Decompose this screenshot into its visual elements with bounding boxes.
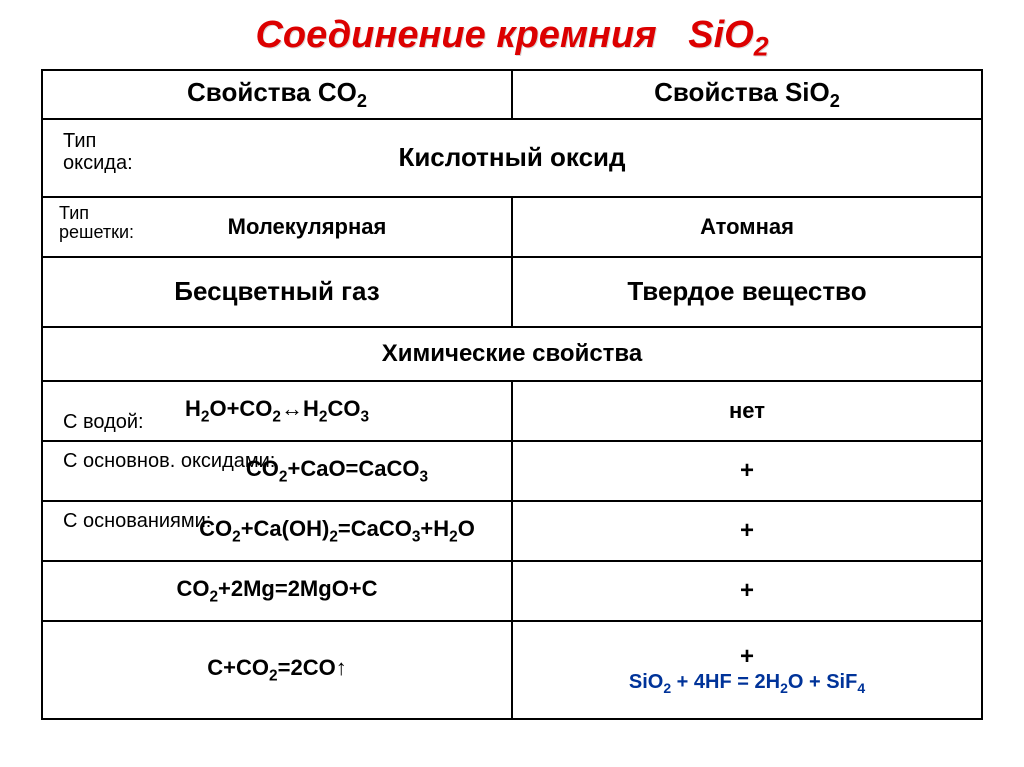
water-label: С водой: bbox=[49, 411, 144, 434]
bases-label: С основаниями: bbox=[49, 510, 211, 533]
row-bases: С основаниями: CO2+Ca(OH)2=CaCO3+H2O + bbox=[42, 501, 982, 561]
chem-header: Химические свойства bbox=[42, 327, 982, 381]
row-basic-oxides: С основнов. оксидами: CO2+CaO=CaCO3 + bbox=[42, 441, 982, 501]
water-eq: H2O+CO2↔H2CO3 bbox=[185, 396, 369, 421]
mg-eq: CO2+2Mg=2MgO+C bbox=[176, 576, 377, 601]
co-right-plus: + bbox=[523, 643, 971, 671]
state-right: Твердое вещество bbox=[512, 257, 982, 327]
mg-right: + bbox=[512, 561, 982, 621]
comparison-table: Свойства CO2 Свойства SiO2 Типоксида: Ки… bbox=[41, 69, 983, 720]
header-left: Свойства CO2 bbox=[42, 70, 512, 119]
row-chem-header: Химические свойства bbox=[42, 327, 982, 381]
row-lattice: Типрешетки: Молекулярная Атомная bbox=[42, 197, 982, 257]
lattice-label: Типрешетки: bbox=[51, 200, 142, 246]
row-state: Бесцветный газ Твердое вещество bbox=[42, 257, 982, 327]
table-header-row: Свойства CO2 Свойства SiO2 bbox=[42, 70, 982, 119]
oxide-type-label: Типоксида: bbox=[55, 126, 141, 178]
sio2-hf-eq: SiO2 + 4HF = 2H2O + SiF4 bbox=[523, 671, 971, 696]
basic-ox-label: С основнов. оксидами: bbox=[49, 450, 275, 473]
title-text: Соединение кремния bbox=[255, 14, 656, 56]
slide: Соединение кремния SiO2 Свойства CO2 Сво… bbox=[0, 0, 1024, 767]
water-right: нет bbox=[512, 381, 982, 441]
co-right: + SiO2 + 4HF = 2H2O + SiF4 bbox=[512, 621, 982, 719]
co-eq: C+CO2=2CO↑ bbox=[207, 655, 346, 680]
slide-title: Соединение кремния SiO2 bbox=[0, 0, 1024, 69]
row-water: С водой: H2O+CO2↔H2CO3 нет bbox=[42, 381, 982, 441]
row-mg: CO2+2Mg=2MgO+C + bbox=[42, 561, 982, 621]
bases-eq: CO2+Ca(OH)2=CaCO3+H2O bbox=[199, 516, 475, 541]
oxide-type-value: Кислотный оксид bbox=[53, 142, 971, 173]
basic-ox-right: + bbox=[512, 441, 982, 501]
lattice-left: Молекулярная bbox=[228, 214, 387, 239]
title-formula: SiO2 bbox=[688, 14, 768, 56]
state-left: Бесцветный газ bbox=[42, 257, 512, 327]
row-co: C+CO2=2CO↑ + SiO2 + 4HF = 2H2O + SiF4 bbox=[42, 621, 982, 719]
row-oxide-type: Типоксида: Кислотный оксид bbox=[42, 119, 982, 197]
lattice-right: Атомная bbox=[512, 197, 982, 257]
bases-right: + bbox=[512, 501, 982, 561]
header-right: Свойства SiO2 bbox=[512, 70, 982, 119]
